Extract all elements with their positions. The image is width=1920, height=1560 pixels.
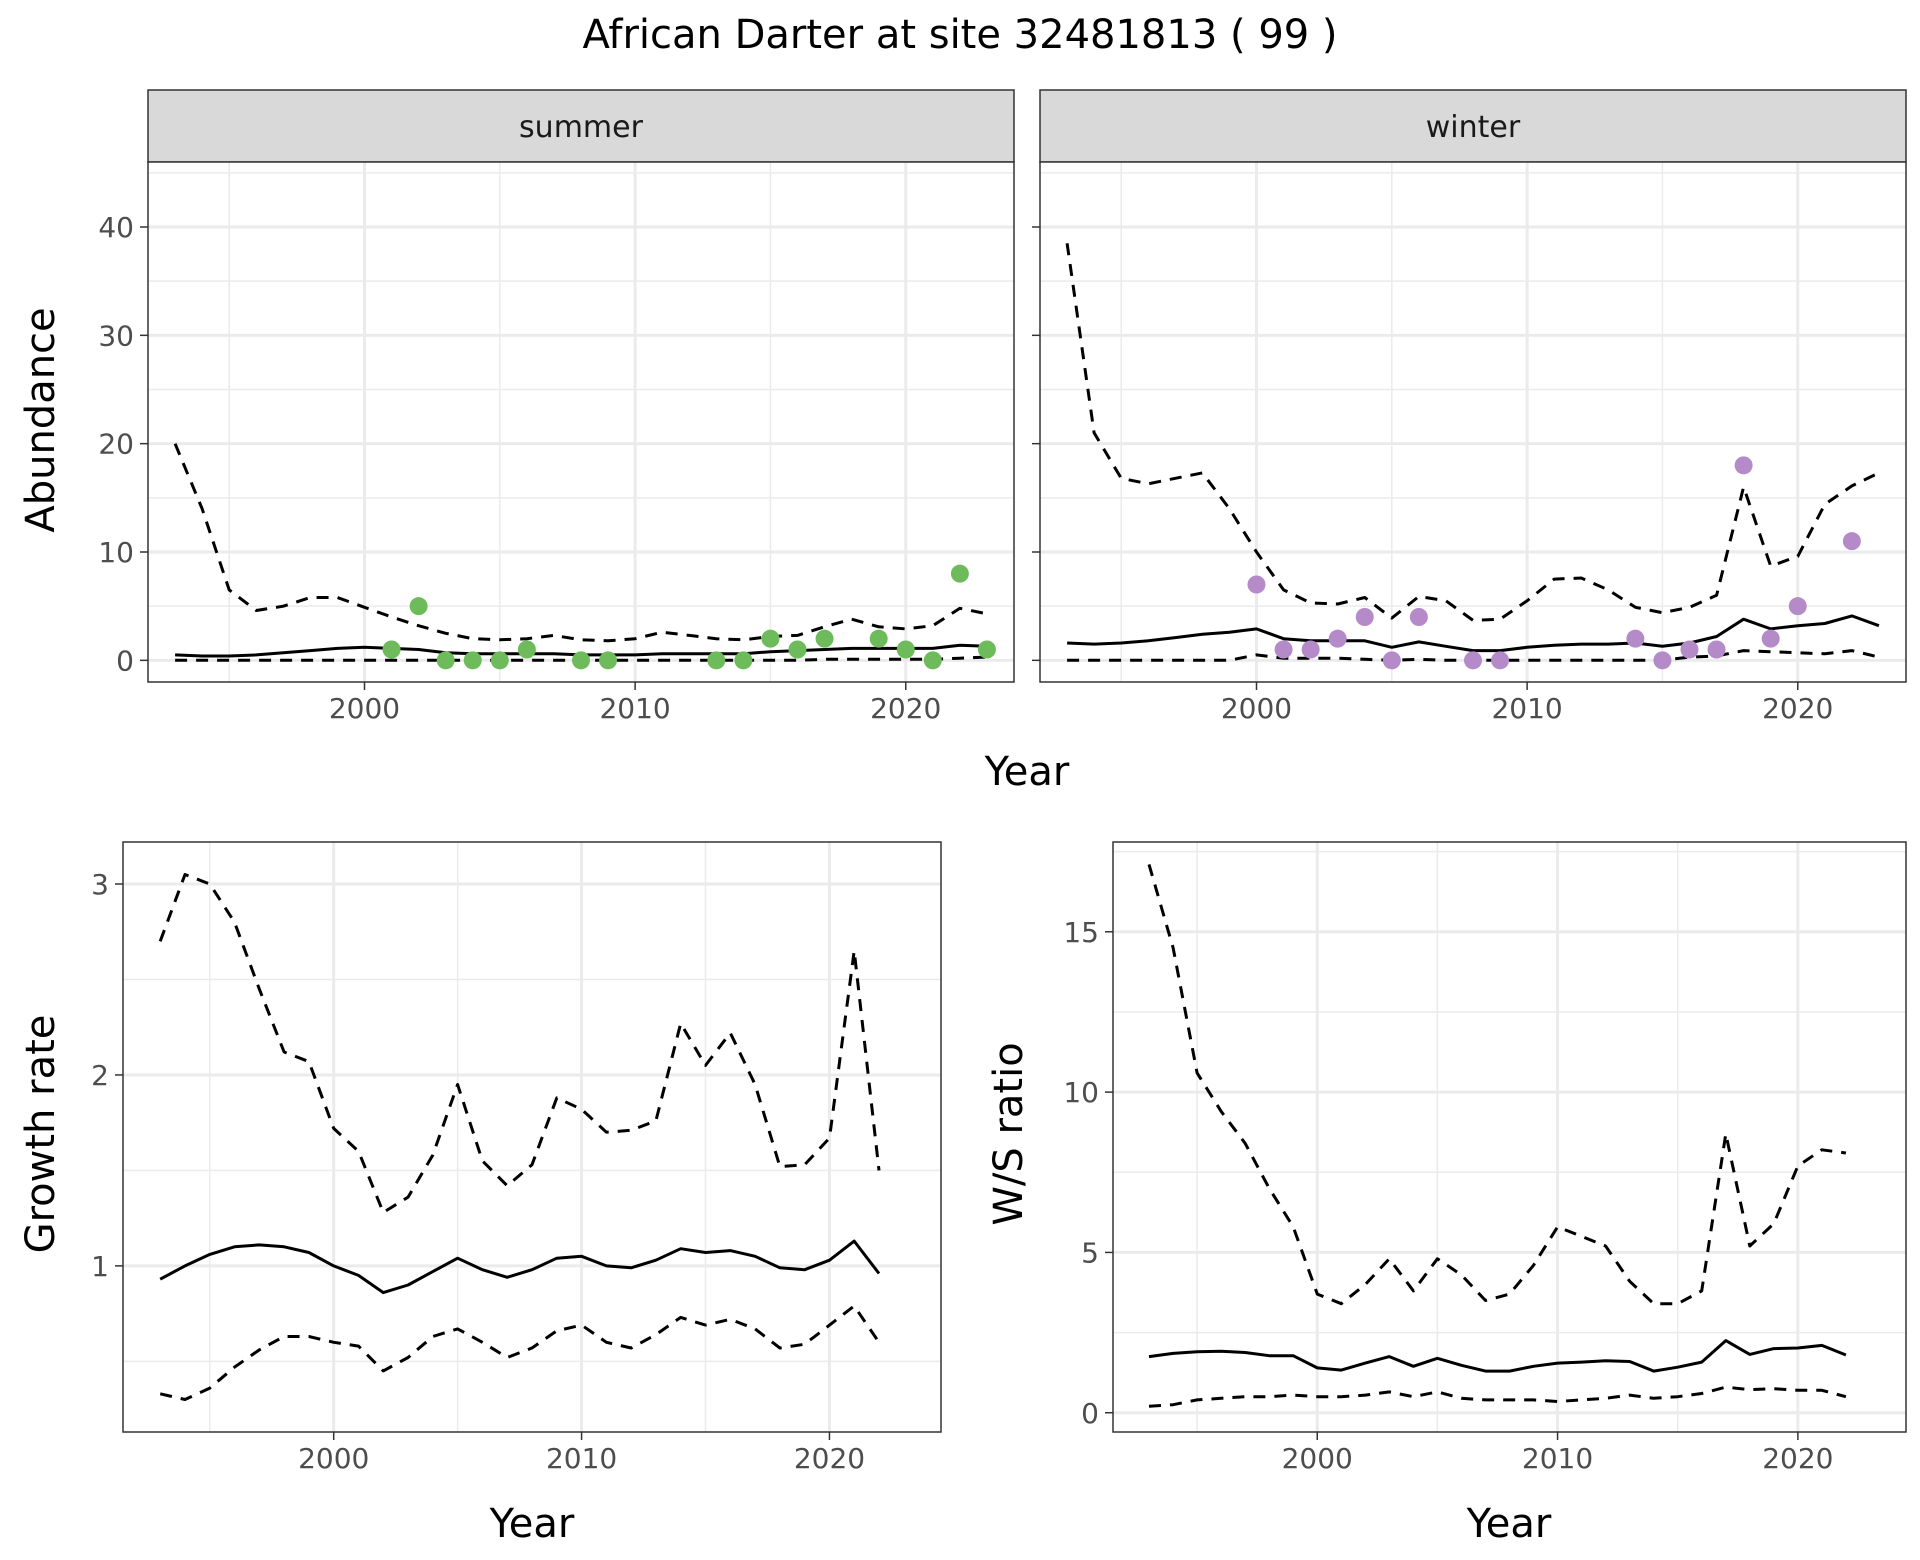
growth-median-line [159, 1239, 881, 1295]
summer-observation-point [490, 651, 509, 670]
summer-observation-point [869, 629, 888, 648]
winter-median-line [1067, 614, 1880, 653]
figure-title: African Darter at site 32481813 ( 99 ) [582, 12, 1337, 58]
summer-observation-point [409, 597, 428, 616]
growth-lower-bound-line [159, 1304, 881, 1401]
summer-panel-border [147, 161, 1015, 683]
growth-y-tick-label: 3 [91, 868, 109, 901]
summer-observation-point [734, 651, 753, 670]
winter-observation-point [1491, 651, 1510, 670]
summer-observation-point [950, 564, 969, 583]
winter-panel: winter 2000 2010 2020 [1032, 89, 1907, 725]
summer-plot-area [148, 162, 1014, 682]
summer-strip [147, 89, 1015, 163]
ws-x-tick-label: 2000 [1282, 1442, 1353, 1475]
growth-panel-border [122, 841, 942, 1433]
winter-observation-point [1680, 640, 1699, 659]
summer-observation-point [599, 651, 618, 670]
winter-x-tick-label: 2010 [1491, 692, 1562, 725]
winter-observation-point [1464, 651, 1482, 670]
winter-observation-point [1355, 608, 1374, 626]
winter-observation-point [1301, 640, 1320, 659]
growth-y-tick-label: 2 [91, 1059, 109, 1092]
ws-y-tick-label: 5 [1081, 1236, 1099, 1269]
summer-y-tick-label: 20 [98, 428, 134, 461]
summer-observation-point [977, 640, 996, 659]
summer-strip-label: summer [519, 110, 644, 145]
ws-y-axis-title: W/S ratio [986, 1042, 1032, 1225]
ws-y-tick-label: 0 [1081, 1397, 1099, 1430]
summer-observation-point [815, 629, 834, 648]
ws-upper-bound-line [1147, 863, 1847, 1306]
growth-x-tick-label: 2020 [794, 1442, 865, 1475]
summer-observation-point [463, 651, 482, 670]
growth-x-axis-title: Year [489, 1501, 575, 1547]
winter-observation-point [1382, 651, 1401, 670]
winter-observation-point [1409, 608, 1428, 626]
winter-observation-point [1788, 597, 1807, 616]
winter-observation-point [1707, 640, 1726, 659]
winter-observation-point [1653, 651, 1672, 670]
abundance-x-axis-title: Year [984, 749, 1070, 795]
ws-y-tick-label: 15 [1063, 916, 1099, 949]
growth-y-tick-label: 1 [91, 1250, 109, 1283]
growth-plot-area [123, 842, 941, 1432]
summer-observation-point [517, 640, 536, 659]
summer-y-tick-label: 30 [98, 319, 134, 352]
growth-x-tick-label: 2010 [546, 1442, 617, 1475]
winter-observation-point [1274, 640, 1293, 659]
ws-x-tick-label: 2020 [1762, 1442, 1833, 1475]
summer-observation-point [788, 640, 807, 659]
summer-x-tick-label: 2010 [599, 692, 670, 725]
growth-rate-panel: 2000 2010 2020 1 2 3 [91, 841, 942, 1475]
summer-y-tick-label: 0 [116, 644, 134, 677]
winter-observation-point [1328, 629, 1347, 648]
summer-observation-point [707, 651, 726, 670]
summer-x-tick-label: 2000 [329, 692, 400, 725]
ws-x-tick-label: 2010 [1522, 1442, 1593, 1475]
growth-x-tick-label: 2000 [298, 1442, 369, 1475]
summer-observation-point [572, 651, 590, 670]
summer-observation-point [382, 640, 401, 659]
abundance-y-axis-title: Abundance [18, 307, 64, 532]
ws-plot-area [1113, 842, 1906, 1432]
winter-observation-point [1734, 456, 1753, 475]
summer-y-tick-label: 10 [98, 536, 134, 569]
winter-strip [1039, 89, 1907, 163]
summer-panel: summer 2000 2010 2020 0 10 20 30 40 [98, 89, 1015, 725]
winter-x-tick-label: 2000 [1221, 692, 1292, 725]
summer-x-tick-label: 2020 [870, 692, 941, 725]
winter-observation-point [1626, 629, 1645, 648]
winter-observation-point [1247, 575, 1266, 594]
winter-x-tick-label: 2020 [1762, 692, 1833, 725]
ws-y-tick-label: 10 [1063, 1076, 1099, 1109]
ws-x-axis-title: Year [1466, 1501, 1552, 1547]
ws-lower-bound-line [1148, 1385, 1847, 1408]
winter-strip-label: winter [1426, 110, 1521, 145]
winter-observation-point [1761, 629, 1780, 648]
summer-observation-point [923, 651, 942, 670]
ws-median-line [1148, 1339, 1847, 1373]
growth-y-axis-title: Growth rate [18, 1015, 64, 1254]
winter-observation-point [1842, 532, 1861, 551]
summer-observation-point [761, 629, 780, 648]
ws-panel-border [1112, 841, 1907, 1433]
winter-plot-area [1040, 162, 1906, 682]
growth-upper-bound-line [158, 873, 881, 1214]
summer-y-tick-label: 40 [98, 211, 134, 244]
summer-observation-point [436, 651, 455, 670]
ws-ratio-panel: 2000 2010 2020 0 5 10 15 [1063, 841, 1907, 1475]
winter-panel-border [1039, 161, 1907, 683]
summer-observation-point [896, 640, 915, 659]
